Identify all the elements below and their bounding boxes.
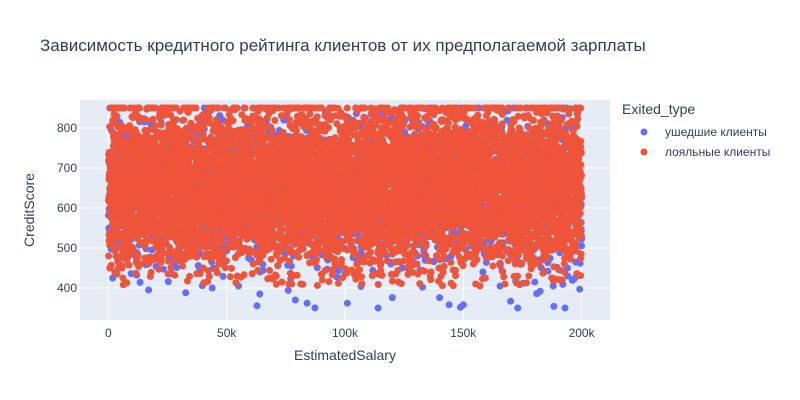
data-point-loyal xyxy=(132,269,140,277)
data-point-loyal xyxy=(155,265,163,273)
data-point-churned xyxy=(533,290,541,298)
data-point-loyal xyxy=(416,280,424,288)
data-point-churned xyxy=(459,301,467,309)
chart-title: Зависимость кредитного рейтинга клиентов… xyxy=(40,36,646,55)
data-point-churned xyxy=(256,290,264,298)
data-point-loyal xyxy=(285,116,293,124)
data-point-loyal xyxy=(220,104,228,112)
data-point-churned xyxy=(173,264,181,272)
data-point-loyal xyxy=(278,112,285,120)
data-point-loyal xyxy=(368,272,376,280)
data-point-loyal xyxy=(238,111,246,119)
data-point-loyal xyxy=(550,263,558,271)
data-point-loyal xyxy=(295,253,303,261)
data-point-loyal xyxy=(358,280,366,288)
data-point-loyal xyxy=(183,277,191,285)
data-point-loyal xyxy=(498,120,506,128)
data-point-loyal xyxy=(325,278,333,286)
data-point-churned xyxy=(503,116,511,124)
data-point-loyal xyxy=(505,104,513,112)
data-point-churned xyxy=(549,282,557,290)
data-points xyxy=(105,104,586,312)
data-point-loyal xyxy=(329,266,337,274)
data-point-churned xyxy=(445,301,453,309)
data-point-loyal xyxy=(306,110,314,118)
data-point-loyal xyxy=(261,123,269,131)
data-point-loyal xyxy=(213,116,220,124)
data-point-churned xyxy=(507,297,515,305)
data-point-churned xyxy=(531,278,539,286)
data-point-churned xyxy=(374,304,382,312)
data-point-loyal xyxy=(381,249,389,257)
data-point-loyal xyxy=(286,257,294,265)
data-point-churned xyxy=(550,302,558,310)
data-point-loyal xyxy=(326,135,334,143)
data-point-churned xyxy=(182,289,190,297)
data-point-loyal xyxy=(318,276,326,284)
data-point-churned xyxy=(253,302,261,310)
data-point-churned xyxy=(568,276,576,284)
data-point-churned xyxy=(561,304,569,312)
data-point-churned xyxy=(576,285,584,293)
data-point-churned xyxy=(219,272,227,280)
data-point-loyal xyxy=(212,264,220,272)
data-point-churned xyxy=(145,286,153,294)
data-point-loyal xyxy=(427,268,435,276)
data-point-churned xyxy=(514,304,522,312)
data-point-churned xyxy=(578,242,585,250)
data-point-loyal xyxy=(324,106,332,114)
data-point-loyal xyxy=(425,257,433,265)
data-point-loyal xyxy=(179,262,186,270)
data-point-loyal xyxy=(495,260,503,268)
data-point-loyal xyxy=(266,266,273,274)
data-point-loyal xyxy=(548,274,556,282)
data-point-churned xyxy=(303,299,311,307)
data-point-churned xyxy=(311,304,319,312)
data-point-loyal xyxy=(374,281,382,288)
data-point-churned xyxy=(164,278,172,286)
data-point-loyal xyxy=(171,271,179,279)
data-point-churned xyxy=(136,278,144,286)
data-point-loyal xyxy=(271,116,279,124)
data-point-loyal xyxy=(268,126,276,134)
data-point-loyal xyxy=(248,270,256,278)
data-point-loyal xyxy=(523,104,530,112)
data-point-loyal xyxy=(447,258,455,266)
data-point-churned xyxy=(208,284,216,292)
data-point-churned xyxy=(343,299,351,307)
data-point-loyal xyxy=(343,104,351,112)
data-point-loyal xyxy=(232,279,240,287)
data-point-churned xyxy=(388,294,396,302)
data-point-churned xyxy=(479,268,487,276)
data-point-churned xyxy=(291,296,299,304)
data-point-churned xyxy=(284,286,292,294)
data-point-loyal xyxy=(293,271,301,279)
data-point-loyal xyxy=(489,262,497,270)
data-point-churned xyxy=(436,294,444,302)
